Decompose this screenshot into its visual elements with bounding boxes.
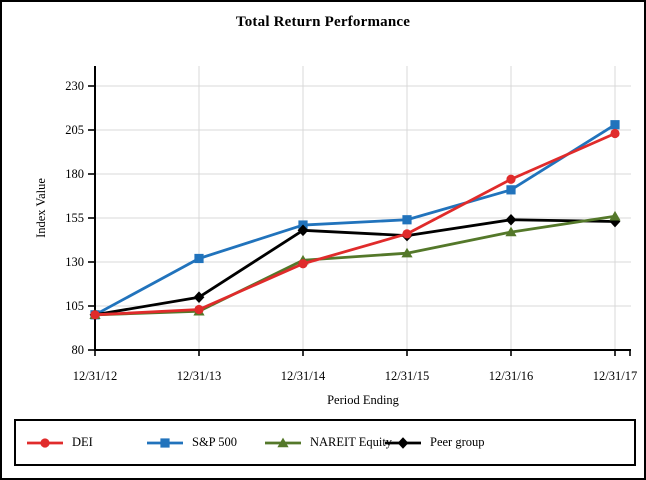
legend-label: NAREIT Equity — [310, 435, 393, 449]
legend-label: DEI — [72, 435, 93, 449]
legend-marker-circle-icon — [27, 437, 63, 448]
legend: DEI S&P 500 NAREIT Equity Peer group — [14, 419, 636, 466]
legend-diamond — [397, 436, 409, 449]
legend-square — [160, 437, 170, 448]
x-tick-label: 12/31/13 — [177, 369, 221, 383]
y-tick-label: 155 — [65, 211, 84, 225]
s-p-500-marker — [610, 120, 620, 130]
series-peer-group — [89, 213, 621, 321]
x-tick-label: 12/31/15 — [385, 369, 429, 383]
x-tick-label: 12/31/16 — [489, 369, 533, 383]
dei-marker — [90, 310, 100, 320]
series-dei — [90, 128, 620, 320]
nareit-equity-marker — [609, 210, 621, 221]
legend-item-peer-group: Peer group — [385, 421, 485, 464]
legend-marker-square-icon — [147, 437, 183, 448]
peer-group-marker — [193, 291, 205, 303]
y-tick-label: 230 — [65, 79, 84, 93]
x-axis-title: Period Ending — [327, 393, 399, 407]
x-tick-label: 12/31/17 — [593, 369, 637, 383]
dei-line — [93, 132, 617, 317]
gridlines — [94, 66, 631, 351]
dei-marker — [610, 128, 620, 139]
s-p-500-line — [93, 123, 617, 317]
tick-labels: 80 105 130 155 180 205 230 12/31/12 12/31/13 12/3… — [65, 79, 637, 383]
legend-label: Peer group — [430, 435, 485, 449]
legend-marker-diamond-icon — [385, 436, 421, 449]
dei-marker — [402, 229, 412, 239]
chart-title: Total Return Performance — [235, 14, 411, 30]
legend-item-sp500: S&P 500 — [147, 421, 237, 464]
legend-item-nareit-equity: NAREIT Equity — [265, 421, 392, 464]
legend-circle — [40, 437, 50, 448]
dei-marker — [506, 174, 516, 184]
axes — [94, 66, 631, 351]
legend-item-dei: DEI — [27, 421, 93, 464]
nareit-equity-line — [93, 214, 617, 317]
nareit-equity-marker — [505, 226, 517, 237]
y-tick-label: 205 — [65, 123, 84, 137]
s-p-500-marker — [402, 215, 412, 225]
s-p-500-marker — [506, 185, 516, 195]
dei-marker — [194, 304, 204, 315]
legend-triangle — [277, 437, 289, 447]
nareit-equity-marker — [401, 247, 413, 258]
y-tick-label: 105 — [65, 299, 84, 313]
y-tick-label: 80 — [72, 343, 85, 357]
peer-group-line — [93, 218, 617, 317]
s-p-500-marker — [194, 253, 204, 264]
peer-group-marker — [505, 213, 517, 226]
legend-label: S&P 500 — [192, 435, 238, 449]
peer-group-marker — [297, 224, 309, 237]
legend-marker-triangle-icon — [265, 437, 301, 447]
peer-group-marker — [609, 215, 621, 228]
y-tick-label: 180 — [65, 167, 84, 181]
tick-marks — [88, 85, 631, 356]
x-tick-label: 12/31/14 — [281, 369, 326, 383]
y-tick-label: 130 — [65, 255, 84, 269]
dei-marker — [298, 259, 308, 269]
x-tick-label: 12/31/12 — [73, 369, 117, 383]
